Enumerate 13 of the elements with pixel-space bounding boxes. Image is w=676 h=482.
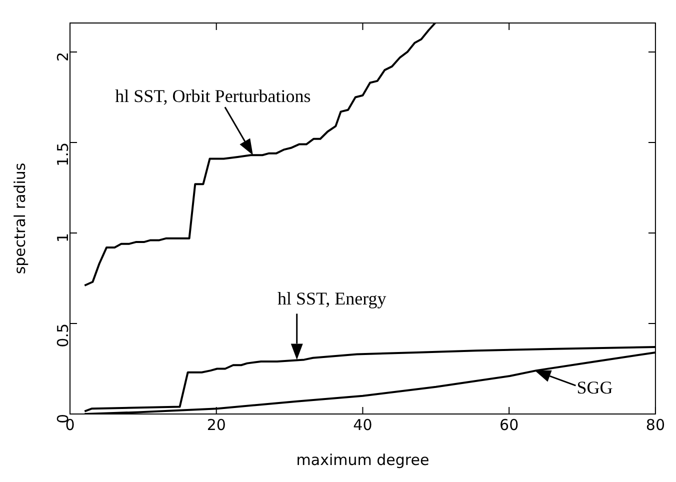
x-axis-title: maximum degree (296, 450, 430, 469)
y-tick-label: 0.5 (54, 323, 72, 348)
annotation: SGG (576, 377, 613, 398)
annotation: hl SST, Orbit Perturbations (115, 86, 311, 106)
x-tick-label: 40 (353, 416, 372, 434)
x-tick-label: 80 (646, 416, 666, 434)
y-axis-title: spectral radius (10, 162, 29, 274)
y-tick-label: 1 (54, 232, 72, 243)
x-tick-label: 20 (206, 416, 226, 434)
x-tick-label: 60 (500, 416, 519, 434)
y-tick-label: 2 (54, 52, 72, 62)
y-tick-label: 1.5 (54, 142, 72, 166)
annotation: hl SST, Energy (277, 288, 386, 308)
